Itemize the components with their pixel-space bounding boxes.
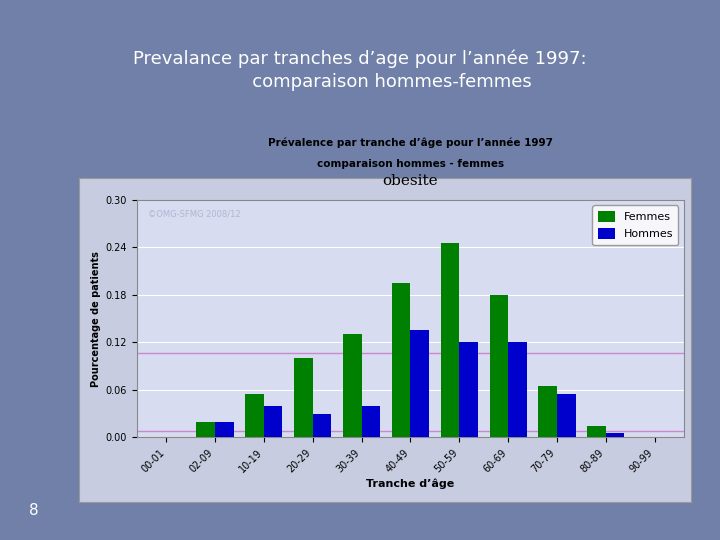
Bar (508, 342, 527, 437)
Text: 8: 8 (29, 503, 38, 518)
Bar (557, 394, 575, 437)
Bar (246, 394, 264, 437)
Bar (361, 406, 380, 437)
Text: Prévalence par tranche d’âge pour l’année 1997: Prévalence par tranche d’âge pour l’anné… (268, 137, 553, 147)
Text: ©OMG-SFMG 2008/12: ©OMG-SFMG 2008/12 (148, 210, 240, 218)
Text: obesite: obesite (382, 174, 438, 188)
Bar (264, 406, 282, 437)
Bar (539, 386, 557, 437)
Bar (215, 422, 233, 437)
Bar (197, 422, 215, 437)
Bar (606, 434, 624, 437)
Bar (588, 426, 606, 437)
Text: Prevalance par tranches d’age pour l’année 1997:
           comparaison hommes-f: Prevalance par tranches d’age pour l’ann… (133, 49, 587, 91)
X-axis label: Tranche d’âge: Tranche d’âge (366, 478, 454, 489)
Bar (490, 295, 508, 437)
Legend: Femmes, Hommes: Femmes, Hommes (593, 205, 678, 245)
Bar (410, 330, 429, 437)
Text: comparaison hommes - femmes: comparaison hommes - femmes (317, 159, 504, 169)
Bar (392, 283, 410, 437)
Bar (294, 358, 312, 437)
Bar (459, 342, 478, 437)
Bar (343, 334, 361, 437)
Bar (441, 244, 459, 437)
Y-axis label: Pourcentage de patients: Pourcentage de patients (91, 251, 102, 387)
Bar (312, 414, 331, 437)
